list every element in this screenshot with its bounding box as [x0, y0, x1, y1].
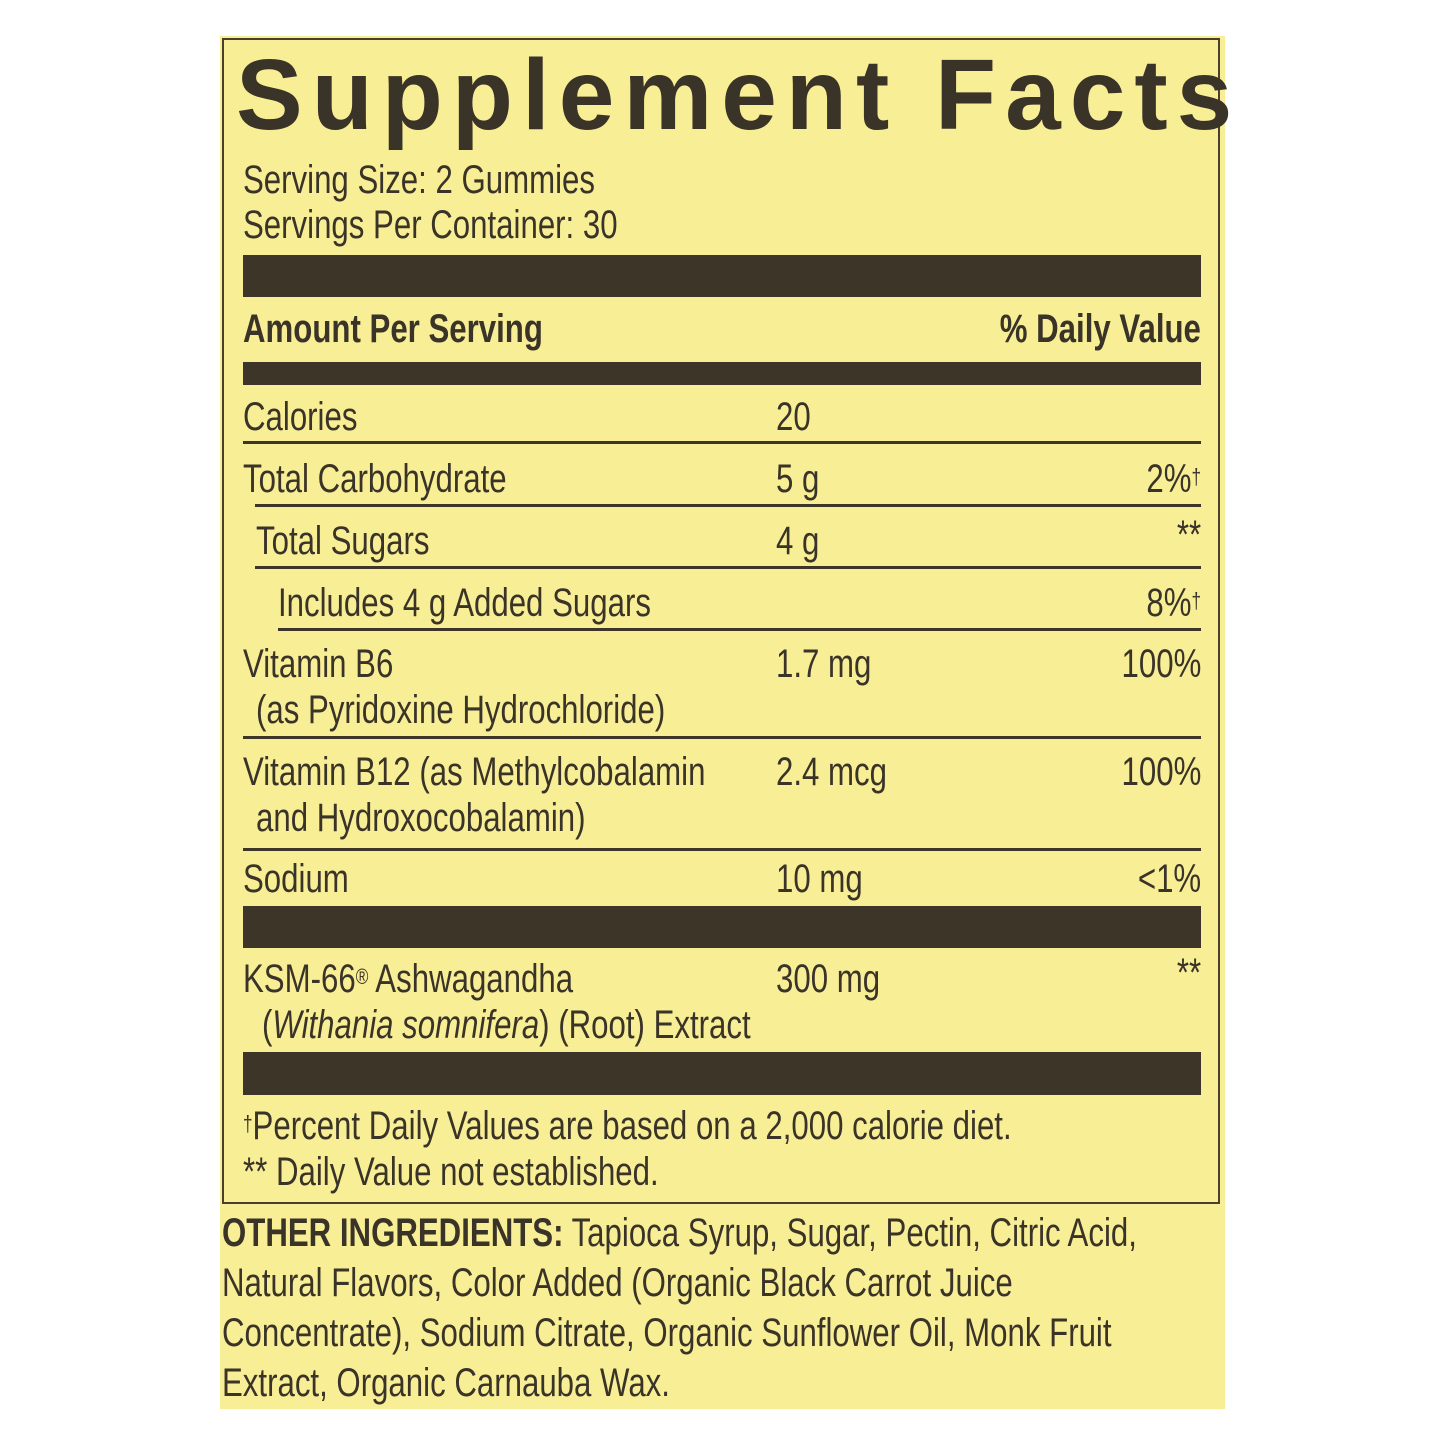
- nutrient-amount-sugars: 4 g: [776, 519, 820, 563]
- row-divider: [243, 848, 1201, 851]
- nutrient-dv-sugars: **: [1176, 513, 1201, 557]
- servings-per-container: Servings Per Container: 30: [243, 203, 618, 247]
- other-ingredients-line-1: OTHER INGREDIENTS: Tapioca Syrup, Sugar,…: [222, 1211, 1137, 1255]
- nutrient-source-b12: and Hydroxocobalamin): [256, 796, 586, 840]
- nutrient-amount-sodium: 10 mg: [776, 857, 863, 901]
- row-divider: [255, 504, 1201, 507]
- daily-value-header: % Daily Value: [999, 307, 1201, 351]
- other-ingredients-line-4: Extract, Organic Carnauba Wax.: [222, 1361, 670, 1405]
- ingredient-amount-ashwagandha: 300 mg: [776, 957, 881, 1001]
- footnote-dagger: †Percent Daily Values are based on a 2,0…: [243, 1104, 1012, 1148]
- nutrient-amount-calories: 20: [776, 395, 811, 439]
- thick-divider: [243, 906, 1201, 948]
- nutrient-name-b12: Vitamin B12 (as Methylcobalamin: [243, 750, 706, 794]
- row-divider: [243, 736, 1201, 739]
- nutrient-dv-added-sugars: 8%†: [1146, 581, 1201, 625]
- nutrient-name-sugars: Total Sugars: [256, 519, 430, 563]
- thick-divider: [243, 1052, 1201, 1095]
- row-divider: [255, 566, 1201, 569]
- ingredient-name-ashwagandha: KSM-66® Ashwagandha: [243, 957, 574, 1001]
- nutrient-name-sodium: Sodium: [243, 857, 349, 901]
- row-divider: [278, 628, 1201, 631]
- thick-divider: [243, 255, 1201, 297]
- nutrient-dv-b6: 100%: [1121, 642, 1201, 686]
- supplement-facts-box: [222, 38, 1220, 1204]
- serving-size: Serving Size: 2 Gummies: [243, 158, 595, 202]
- nutrient-dv-carbohydrate: 2%†: [1146, 457, 1201, 501]
- nutrient-name-calories: Calories: [243, 395, 358, 439]
- other-ingredients-line-2: Natural Flavors, Color Added (Organic Bl…: [222, 1261, 1013, 1305]
- amount-per-serving-header: Amount Per Serving: [243, 307, 543, 351]
- nutrient-name-b6: Vitamin B6: [243, 642, 394, 686]
- medium-divider: [243, 362, 1201, 385]
- nutrient-dv-sodium: <1%: [1137, 857, 1201, 901]
- panel-title: Supplement Facts: [236, 39, 1242, 151]
- nutrient-amount-b12: 2.4 mcg: [776, 750, 887, 794]
- row-divider: [243, 441, 1201, 444]
- ingredient-source-ashwagandha: (Withania somnifera) (Root) Extract: [262, 1003, 751, 1047]
- other-ingredients-line-3: Concentrate), Sodium Citrate, Organic Su…: [222, 1311, 1112, 1355]
- nutrient-source-b6: (as Pyridoxine Hydrochloride): [256, 688, 666, 732]
- nutrient-amount-carbohydrate: 5 g: [776, 457, 820, 501]
- ingredient-dv-ashwagandha: **: [1176, 951, 1201, 995]
- other-ingredients-label: OTHER INGREDIENTS:: [222, 1211, 564, 1255]
- nutrient-name-carbohydrate: Total Carbohydrate: [243, 457, 507, 501]
- nutrient-name-added-sugars: Includes 4 g Added Sugars: [278, 581, 651, 625]
- nutrient-amount-b6: 1.7 mg: [776, 642, 872, 686]
- nutrient-dv-b12: 100%: [1121, 750, 1201, 794]
- footnote-not-established: ** Daily Value not established.: [243, 1150, 659, 1194]
